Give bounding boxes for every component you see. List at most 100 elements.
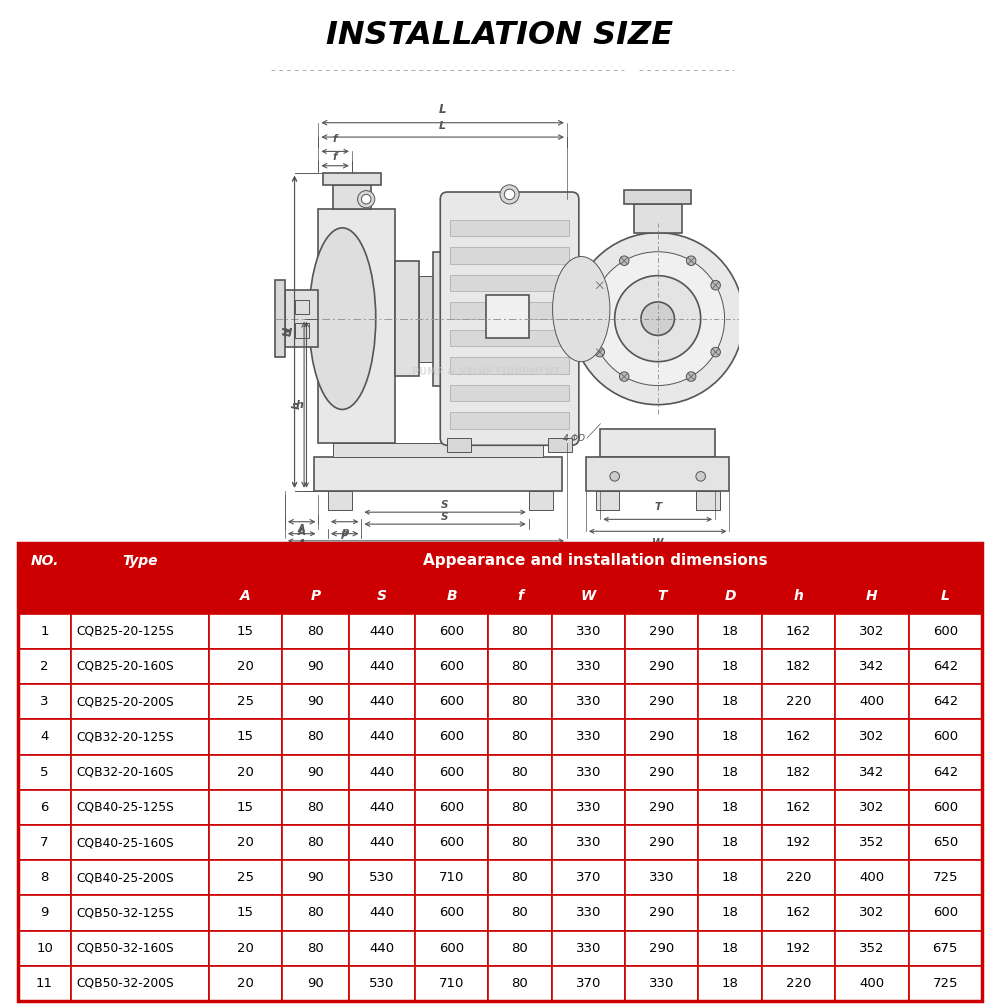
Bar bbox=[71, 931, 209, 966]
Text: 725: 725 bbox=[933, 871, 958, 884]
Text: 80: 80 bbox=[307, 836, 324, 849]
Bar bbox=[625, 684, 698, 719]
Text: 330: 330 bbox=[649, 871, 674, 884]
Bar bbox=[625, 719, 698, 754]
Text: 370: 370 bbox=[576, 871, 601, 884]
Text: 80: 80 bbox=[307, 801, 324, 814]
Text: 725: 725 bbox=[933, 977, 958, 990]
Bar bbox=[909, 966, 982, 1001]
Bar bbox=[18, 966, 71, 1001]
Bar bbox=[625, 578, 698, 614]
Bar bbox=[18, 719, 71, 754]
Text: L: L bbox=[439, 122, 446, 132]
Text: CQB25-20-200S: CQB25-20-200S bbox=[77, 695, 174, 708]
Text: 290: 290 bbox=[649, 695, 674, 708]
Bar bbox=[415, 578, 488, 614]
Text: H: H bbox=[866, 590, 878, 603]
Bar bbox=[71, 966, 209, 1001]
Ellipse shape bbox=[553, 257, 610, 362]
Text: NO.: NO. bbox=[30, 554, 59, 567]
Text: 8: 8 bbox=[40, 871, 49, 884]
Bar bbox=[488, 966, 552, 1001]
Text: h: h bbox=[793, 590, 803, 603]
Bar bbox=[909, 684, 982, 719]
Bar bbox=[71, 825, 209, 860]
Text: A: A bbox=[298, 526, 306, 536]
Bar bbox=[209, 895, 282, 931]
Text: 20: 20 bbox=[237, 942, 254, 955]
Text: 650: 650 bbox=[933, 836, 958, 849]
Bar bbox=[488, 895, 552, 931]
Bar bbox=[909, 578, 982, 614]
Text: 642: 642 bbox=[933, 695, 958, 708]
Circle shape bbox=[641, 302, 674, 335]
Bar bbox=[295, 324, 309, 338]
Bar bbox=[450, 247, 569, 264]
Bar bbox=[835, 931, 909, 966]
Bar bbox=[71, 543, 209, 578]
Bar bbox=[71, 754, 209, 790]
Text: 440: 440 bbox=[369, 836, 394, 849]
Text: 600: 600 bbox=[439, 801, 464, 814]
Text: D: D bbox=[724, 590, 736, 603]
Bar bbox=[762, 684, 835, 719]
Bar bbox=[433, 252, 447, 385]
Text: 15: 15 bbox=[237, 906, 254, 919]
Bar bbox=[349, 649, 415, 684]
Text: p: p bbox=[341, 526, 348, 536]
Bar bbox=[698, 825, 762, 860]
Text: 342: 342 bbox=[859, 660, 885, 673]
Bar bbox=[209, 860, 282, 895]
Bar bbox=[488, 649, 552, 684]
Bar bbox=[282, 895, 349, 931]
Bar bbox=[529, 491, 553, 510]
Circle shape bbox=[711, 281, 720, 290]
Ellipse shape bbox=[309, 228, 376, 409]
Bar bbox=[349, 825, 415, 860]
Text: Appearance and installation dimensions: Appearance and installation dimensions bbox=[423, 553, 768, 568]
Text: 600: 600 bbox=[933, 625, 958, 638]
Bar bbox=[624, 189, 691, 204]
Text: 90: 90 bbox=[307, 977, 324, 990]
Bar bbox=[282, 578, 349, 614]
Text: h: h bbox=[292, 400, 302, 408]
Bar bbox=[18, 578, 71, 614]
Text: 642: 642 bbox=[933, 660, 958, 673]
Text: 330: 330 bbox=[576, 766, 601, 779]
Bar bbox=[625, 790, 698, 825]
Bar bbox=[488, 931, 552, 966]
Bar bbox=[209, 684, 282, 719]
Bar bbox=[762, 614, 835, 649]
Bar bbox=[835, 754, 909, 790]
Bar bbox=[835, 966, 909, 1001]
Bar bbox=[835, 825, 909, 860]
Text: L: L bbox=[941, 590, 950, 603]
Bar bbox=[762, 895, 835, 931]
Bar bbox=[323, 173, 381, 185]
Bar bbox=[909, 860, 982, 895]
Bar bbox=[209, 931, 282, 966]
Text: S: S bbox=[441, 512, 449, 522]
Bar bbox=[71, 649, 209, 684]
Bar bbox=[762, 860, 835, 895]
Circle shape bbox=[361, 194, 371, 204]
Text: 440: 440 bbox=[369, 766, 394, 779]
Text: 18: 18 bbox=[722, 906, 738, 919]
Bar bbox=[698, 860, 762, 895]
Bar bbox=[209, 825, 282, 860]
Bar bbox=[314, 457, 562, 491]
Text: 330: 330 bbox=[576, 695, 601, 708]
Bar bbox=[596, 491, 619, 510]
Text: 18: 18 bbox=[722, 660, 738, 673]
Circle shape bbox=[686, 256, 696, 266]
Bar bbox=[909, 931, 982, 966]
Bar bbox=[349, 966, 415, 1001]
Text: 352: 352 bbox=[859, 836, 885, 849]
Text: CQB50-32-125S: CQB50-32-125S bbox=[77, 906, 175, 919]
Text: 330: 330 bbox=[576, 942, 601, 955]
Text: 80: 80 bbox=[512, 695, 528, 708]
Bar bbox=[698, 895, 762, 931]
Bar bbox=[209, 614, 282, 649]
Text: B: B bbox=[422, 550, 430, 560]
Text: B: B bbox=[422, 547, 430, 557]
